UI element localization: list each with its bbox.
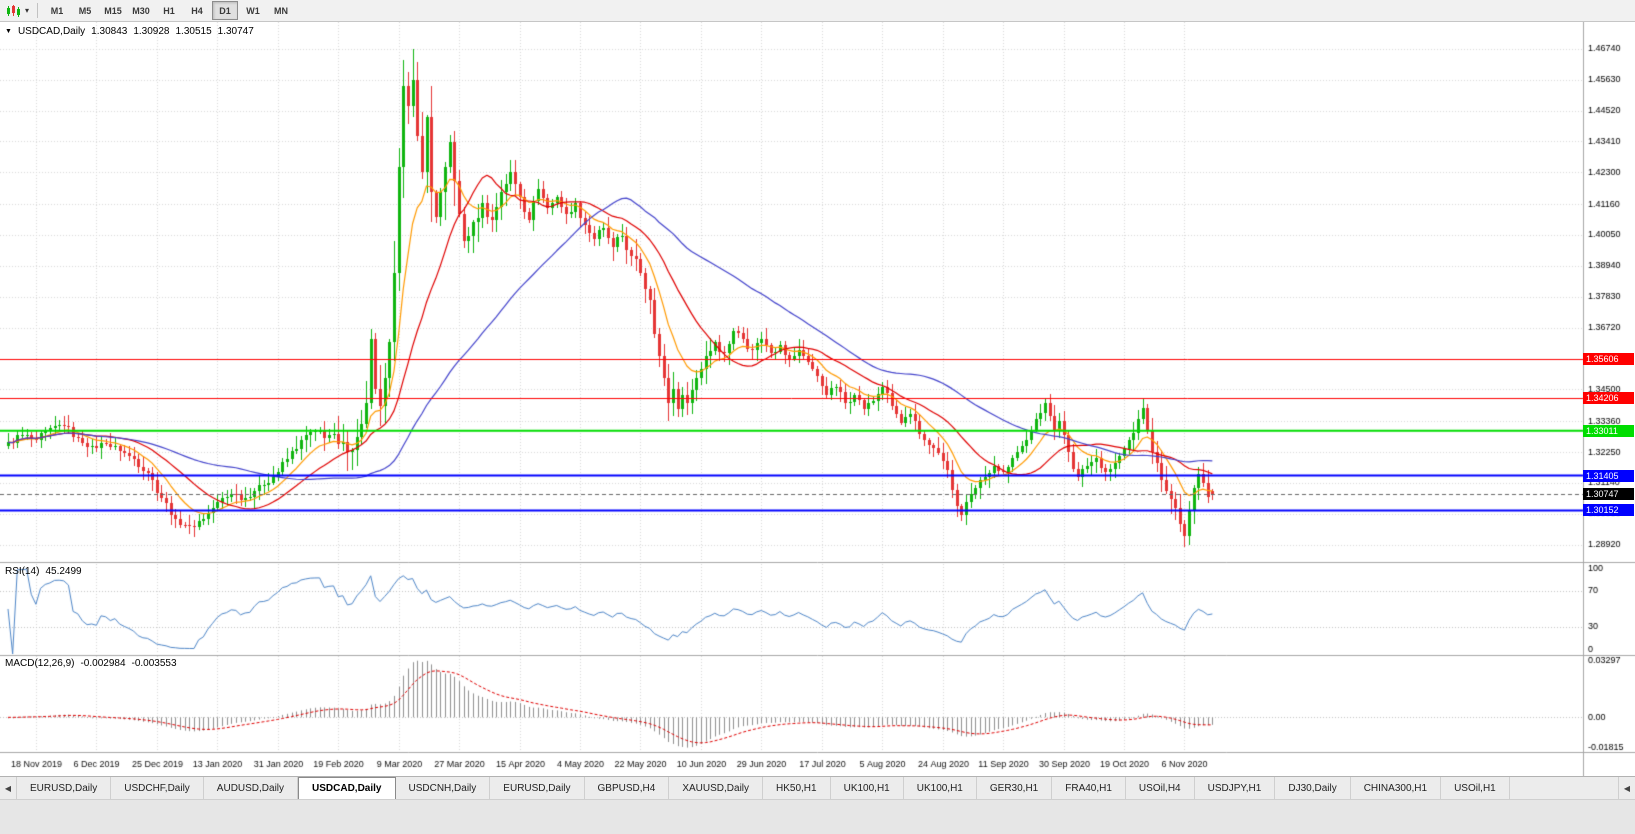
chart-type-dropdown-icon[interactable]: ▾ — [24, 6, 29, 15]
chart-tab[interactable]: USOil,H4 — [1125, 777, 1195, 799]
timeframe-button-MN[interactable]: MN — [274, 5, 288, 16]
timeframe-button-M5[interactable]: M5 — [78, 5, 92, 16]
timeframe-group: M1 M5 M15 M30 H1 H4 D1 W1 MN — [43, 1, 295, 20]
macd-main-value: -0.002984 — [80, 658, 126, 669]
chart-tab[interactable]: FRA40,H1 — [1052, 777, 1126, 799]
timeframe-button-M30[interactable]: M30 — [132, 5, 150, 16]
chart-tab[interactable]: EURUSD,Daily — [490, 777, 585, 799]
macd-name: MACD(12,26,9) — [5, 658, 75, 669]
chart-tab[interactable]: HK50,H1 — [763, 777, 831, 799]
symbol-label: USDCAD,Daily — [17, 26, 86, 37]
tab-scroll-right-icon[interactable]: ◀ — [1618, 777, 1635, 799]
symbol-marker-icon: ▼ — [5, 27, 12, 35]
rsi-value: 45.2499 — [45, 566, 82, 577]
timeframe-button-D1[interactable]: D1 — [212, 1, 238, 20]
chart-tab[interactable]: USOil,H1 — [1441, 777, 1510, 799]
chart-tab[interactable]: CHINA300,H1 — [1350, 777, 1442, 799]
chart-tab[interactable]: AUDUSD,Daily — [203, 777, 299, 799]
ohlc-open: 1.30843 — [91, 26, 128, 37]
chart-tab[interactable]: UK100,H1 — [903, 777, 977, 799]
chart-tab[interactable]: USDCHF,Daily — [111, 777, 204, 799]
timeframe-button-W1[interactable]: W1 — [246, 5, 260, 16]
chart-tab[interactable]: GBPUSD,H4 — [584, 777, 670, 799]
chart-tab[interactable]: EURUSD,Daily — [17, 777, 112, 799]
rsi-panel-label: RSI(14) 45.2499 — [5, 566, 82, 577]
chart-type-icon[interactable] — [4, 2, 22, 20]
bottom-strip — [0, 799, 1635, 834]
ohlc-low: 1.30515 — [175, 26, 212, 37]
timeframe-button-H4[interactable]: H4 — [191, 5, 203, 16]
top-toolbar: ▾ M1 M5 M15 M30 H1 H4 D1 W1 MN — [0, 0, 1635, 22]
timeframe-button-M15[interactable]: M15 — [104, 5, 122, 16]
chart-tab[interactable]: XAUUSD,Daily — [669, 777, 764, 799]
tab-scroll-left-icon[interactable]: ◀ — [0, 777, 17, 799]
timeframe-button-M1[interactable]: M1 — [50, 5, 64, 16]
timeframe-button-H1[interactable]: H1 — [163, 5, 175, 16]
chart-tab[interactable]: USDCNH,Daily — [395, 777, 491, 799]
chart-tab[interactable]: UK100,H1 — [830, 777, 904, 799]
ohlc-close: 1.30747 — [217, 26, 254, 37]
chart-tabs: EURUSD,Daily USDCHF,Daily AUDUSD,Daily USDC… — [17, 777, 1635, 799]
candlestick-chart-canvas[interactable] — [0, 22, 1635, 776]
chart-tab[interactable]: DJ30,Daily — [1275, 777, 1351, 799]
macd-signal-value: -0.003553 — [131, 658, 177, 669]
chart-window: ▼ USDCAD,Daily 1.30843 1.30928 1.30515 1… — [0, 22, 1635, 776]
candlestick-style-icon — [6, 4, 20, 17]
chart-tab[interactable]: USDCAD,Daily — [298, 777, 396, 799]
charts-tab-bar: ◀ EURUSD,Daily USDCHF,Daily AUDUSD,Daily US… — [0, 776, 1635, 799]
chart-symbol-header: ▼ USDCAD,Daily 1.30843 1.30928 1.30515 1… — [5, 26, 254, 37]
chart-tab[interactable]: USDJPY,H1 — [1194, 777, 1276, 799]
rsi-name: RSI(14) — [5, 566, 40, 577]
macd-panel-label: MACD(12,26,9) -0.002984 -0.003553 — [5, 658, 177, 669]
ohlc-high: 1.30928 — [133, 26, 170, 37]
chart-tab[interactable]: GER30,H1 — [976, 777, 1053, 799]
toolbar-separator — [37, 3, 38, 18]
